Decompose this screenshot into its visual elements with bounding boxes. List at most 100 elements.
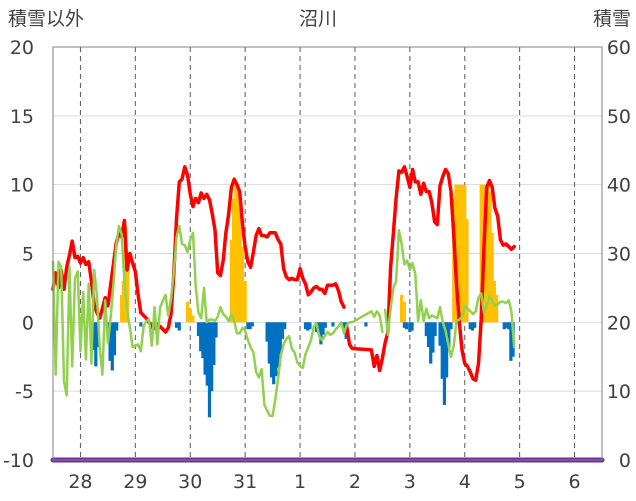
blue-bar xyxy=(342,322,346,332)
blue-bar xyxy=(199,322,203,352)
blue-bar xyxy=(431,322,435,353)
blue-bar xyxy=(507,322,511,330)
snow-bar xyxy=(234,184,238,323)
blue-bar xyxy=(410,322,414,331)
blue-bar xyxy=(92,322,96,350)
blue-bar xyxy=(112,322,117,356)
snow-bar xyxy=(484,184,488,323)
snow-bar xyxy=(120,294,124,323)
blue-bar xyxy=(440,322,444,379)
snow-bar xyxy=(479,184,483,323)
blue-bar xyxy=(447,322,451,348)
blue-bar xyxy=(473,322,477,328)
right-y-tick-label: 10 xyxy=(607,381,631,403)
blue-bar xyxy=(274,322,278,377)
snow-bar xyxy=(236,184,240,323)
plot-border xyxy=(52,46,603,461)
snow-bar xyxy=(243,281,247,323)
blue-bar xyxy=(331,322,335,327)
blue-bar xyxy=(276,322,280,368)
snow-bar xyxy=(486,184,490,323)
green-series-line xyxy=(51,224,516,418)
blue-bar xyxy=(174,322,179,328)
x-tick-label: 1 xyxy=(294,471,306,493)
blue-bar xyxy=(470,322,475,331)
snow-bar xyxy=(240,246,245,323)
blue-bar xyxy=(108,322,112,361)
blue-bar xyxy=(210,322,214,392)
blue-bar xyxy=(283,322,287,330)
blue-bar xyxy=(278,322,282,354)
snow-bar xyxy=(400,294,404,323)
blue-bar xyxy=(269,322,274,378)
snow-bar xyxy=(492,281,496,323)
snow-bar xyxy=(402,301,406,323)
blue-bar xyxy=(308,322,312,330)
left-y-tick-label: 0 xyxy=(22,312,34,334)
blue-bar xyxy=(408,322,412,332)
x-tick-label: 31 xyxy=(233,471,257,493)
blue-bar xyxy=(323,322,327,328)
blue-bar xyxy=(214,322,218,338)
x-tick-label: 30 xyxy=(178,471,202,493)
blue-bar xyxy=(177,322,181,331)
blue-bar xyxy=(139,322,143,327)
blue-bar xyxy=(402,322,406,328)
snow-bar xyxy=(456,184,460,323)
snow-bar xyxy=(238,198,242,323)
blue-bar xyxy=(272,322,276,385)
snow-bar xyxy=(465,219,469,323)
right-axis-label: 積雪 xyxy=(593,8,631,30)
right-y-tick-label: 60 xyxy=(607,37,631,59)
blue-bar xyxy=(265,322,269,342)
blue-bar xyxy=(110,322,114,371)
blue-bar xyxy=(303,322,308,330)
blue-bar xyxy=(468,322,472,330)
blue-bar xyxy=(207,322,212,418)
blue-bar xyxy=(94,322,98,367)
blue-bar xyxy=(504,322,509,328)
right-y-tick-label: 30 xyxy=(607,244,631,266)
blue-bar xyxy=(502,322,506,330)
snow-bar xyxy=(188,308,192,323)
blue-bar xyxy=(364,322,368,327)
blue-bar xyxy=(203,322,207,375)
blue-bar xyxy=(248,322,252,330)
blue-bar xyxy=(424,322,428,337)
snow-bar xyxy=(232,198,236,323)
snow-bar xyxy=(463,184,467,323)
blue-bar xyxy=(433,322,437,337)
left-y-tick-label: 5 xyxy=(22,244,34,266)
blue-bar xyxy=(280,322,285,339)
snow-bar xyxy=(126,253,130,323)
blue-bar xyxy=(267,322,271,364)
left-y-tick-label: 15 xyxy=(10,106,34,128)
left-axis-label: 積雪以外 xyxy=(8,8,84,30)
snow-bar xyxy=(460,184,465,323)
x-tick-label: 5 xyxy=(514,471,526,493)
blue-bar xyxy=(426,322,431,348)
snow-bar xyxy=(123,225,128,323)
blue-bar xyxy=(246,322,250,330)
snow-bar xyxy=(458,184,462,323)
blue-bar xyxy=(196,322,201,337)
x-tick-label: 4 xyxy=(459,471,471,493)
snow-bar xyxy=(490,232,494,323)
left-y-tick-label: -10 xyxy=(3,450,34,472)
snow-bar xyxy=(185,301,190,323)
blue-bar xyxy=(306,322,310,331)
right-y-tick-label: 50 xyxy=(607,106,631,128)
snow-bar xyxy=(191,315,195,323)
blue-bar xyxy=(201,322,205,359)
blue-bar xyxy=(212,322,216,366)
x-tick-label: 29 xyxy=(123,471,147,493)
blue-bar xyxy=(429,322,433,364)
snow-bar xyxy=(494,294,499,323)
snow-bar xyxy=(121,281,125,323)
snow-bar-group xyxy=(120,184,499,323)
right-y-tick-label: 0 xyxy=(619,450,631,472)
left-y-tick-label: -5 xyxy=(15,381,34,403)
